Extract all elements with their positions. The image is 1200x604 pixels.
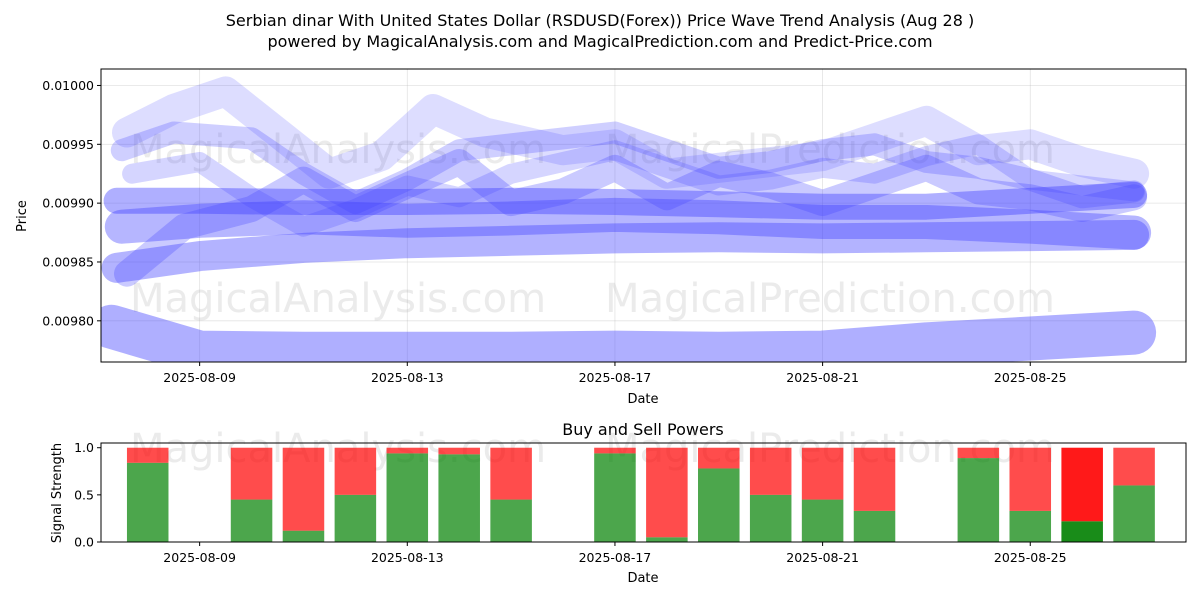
wave-series	[101, 76, 1157, 362]
sell-bar	[386, 447, 429, 454]
wave-line	[114, 149, 1148, 287]
sell-bar	[646, 447, 688, 538]
signal-y-axis: 0.0 0.5 1.0	[74, 440, 101, 550]
sell-bar	[1009, 447, 1052, 511]
buy-bar	[646, 537, 688, 542]
price-x-tick-label: 2025-08-25	[994, 370, 1067, 385]
signal-x-label: Date	[627, 571, 658, 586]
signal-plot-area	[101, 443, 1186, 542]
signal-x-tick-label: 2025-08-25	[994, 550, 1067, 565]
sell-bar	[334, 447, 377, 495]
sell-bar	[126, 447, 169, 463]
buy-bar	[438, 454, 480, 542]
sell-bar	[749, 447, 792, 495]
signal-y-tick-label: 0.5	[74, 487, 94, 502]
buy-bar	[334, 494, 377, 542]
signal-x-axis: 2025-08-09 2025-08-13 2025-08-17 2025-08-21…	[163, 542, 1067, 565]
price-x-tick-label: 2025-08-17	[579, 370, 652, 385]
price-x-tick-label: 2025-08-21	[786, 370, 859, 385]
wave-line	[101, 219, 1150, 283]
buy-bar	[126, 462, 169, 542]
buy-bar	[282, 530, 325, 542]
signal-y-label: Signal Strength	[50, 443, 65, 543]
price-y-label: Price	[15, 200, 30, 232]
sell-bar	[438, 447, 480, 455]
signal-x-tick-label: 2025-08-13	[371, 550, 444, 565]
sell-bar	[230, 447, 273, 500]
signal-plot-frame	[100, 442, 1187, 543]
price-x-tick-label: 2025-08-09	[163, 370, 236, 385]
watermark-prediction-top: MagicalPrediction.com	[605, 127, 1055, 173]
chart-subtitle: powered by MagicalAnalysis.com and Magic…	[267, 32, 932, 51]
price-y-tick-label: 0.00995	[42, 137, 94, 152]
sell-bar	[1061, 447, 1103, 522]
sell-bar	[594, 447, 636, 454]
sell-bar	[490, 447, 532, 500]
sell-bar	[282, 447, 325, 531]
price-plot-frame	[100, 68, 1187, 363]
watermark-analysis-mid: MagicalAnalysis.com	[130, 276, 546, 322]
signal-x-tick-label: 2025-08-21	[786, 550, 859, 565]
signal-x-tick-label: 2025-08-09	[163, 550, 236, 565]
sell-bar	[853, 447, 896, 511]
price-plot-area	[101, 69, 1186, 362]
price-y-tick-label: 0.00990	[42, 196, 94, 211]
watermark-prediction-mid: MagicalPrediction.com	[605, 276, 1055, 322]
wave-line	[122, 134, 1145, 237]
wave-line	[110, 121, 1146, 215]
price-x-axis: 2025-08-09 2025-08-13 2025-08-17 2025-08-21…	[163, 362, 1067, 385]
buy-bar	[490, 499, 532, 542]
buy-bar	[853, 510, 896, 542]
watermark-analysis-top: MagicalAnalysis.com	[130, 127, 546, 173]
buy-bar	[957, 458, 1000, 542]
buy-bar	[698, 468, 740, 542]
price-y-tick-label: 0.00980	[42, 313, 94, 328]
sell-bar	[1113, 447, 1155, 486]
sell-bar	[957, 447, 1000, 459]
price-grid	[101, 69, 1186, 362]
price-y-tick-label: 0.01000	[42, 78, 94, 93]
chart-title: Serbian dinar With United States Dollar …	[226, 11, 975, 30]
wave-line	[101, 304, 1157, 362]
sell-bar	[698, 447, 740, 469]
price-chart: MagicalAnalysis.com MagicalPrediction.co…	[15, 68, 1187, 407]
signal-chart: Buy and Sell Powers MagicalAnalysis.com …	[50, 420, 1187, 586]
wave-line	[112, 76, 1150, 189]
price-y-tick-label: 0.00985	[42, 254, 94, 269]
price-x-label: Date	[627, 392, 658, 407]
signal-chart-title: Buy and Sell Powers	[562, 420, 724, 439]
buy-bar	[801, 499, 844, 542]
signal-y-tick-label: 0.0	[74, 535, 94, 550]
buy-bar	[594, 453, 636, 542]
signal-y-tick-label: 1.0	[74, 440, 94, 455]
buy-bar	[1009, 510, 1052, 542]
price-y-axis: 0.00980 0.00985 0.00990 0.00995 0.01000	[42, 78, 101, 328]
price-x-tick-label: 2025-08-13	[371, 370, 444, 385]
buy-bar	[1061, 521, 1103, 542]
sell-bar	[801, 447, 844, 500]
signal-bars	[126, 447, 1155, 542]
signal-x-tick-label: 2025-08-17	[579, 550, 652, 565]
buy-bar	[749, 494, 792, 542]
buy-bar	[386, 453, 429, 542]
wave-line	[103, 181, 1148, 220]
wave-line	[104, 197, 1152, 250]
buy-bar	[1113, 485, 1155, 542]
buy-bar	[230, 499, 273, 542]
